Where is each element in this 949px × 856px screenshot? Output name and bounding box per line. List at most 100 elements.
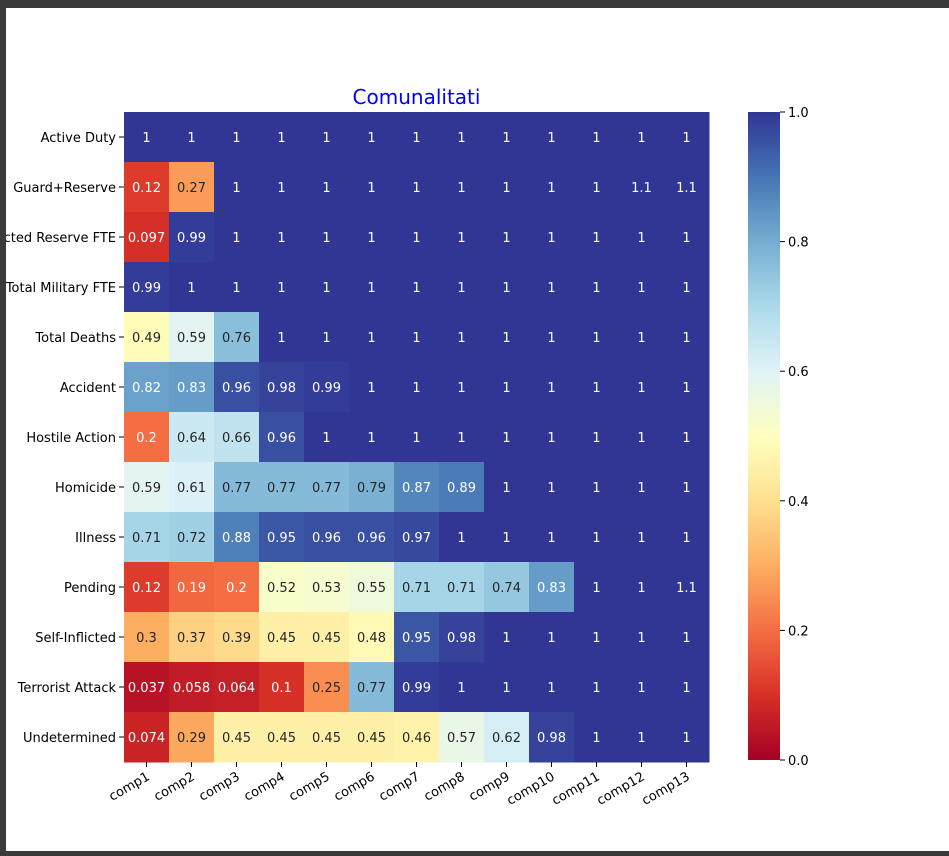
x-tick-label: comp8 — [422, 769, 468, 804]
cell-value-label: 1 — [637, 331, 645, 346]
heatmap-cell — [529, 712, 575, 763]
heatmap-cell — [439, 612, 485, 663]
heatmap-cell — [124, 362, 170, 413]
cell-value-label: 0.61 — [177, 481, 206, 496]
cell-value-label: 1 — [592, 281, 600, 296]
figure-canvas: Comunalitati 1 1 1 1 1 1 1 1 1 1 1 1 1 0.12 0.27 1 1 1 1 1 1… — [6, 8, 949, 851]
heatmap-cell — [169, 212, 215, 263]
cell-value-label: 1 — [547, 631, 555, 646]
heatmap-cell — [304, 512, 350, 563]
cell-value-label: 1 — [502, 131, 510, 146]
heatmap-cell — [574, 212, 620, 263]
heatmap-cell — [169, 112, 215, 163]
heatmap-cell — [304, 662, 350, 713]
cell-value-label: 1 — [367, 231, 375, 246]
cell-value-label: 1 — [592, 631, 600, 646]
cell-value-label: 1 — [412, 431, 420, 446]
x-tick-label: comp12 — [594, 769, 647, 808]
heatmap-cell — [664, 262, 710, 313]
cell-value-label: 0.62 — [492, 731, 521, 746]
heatmap-cell — [664, 162, 710, 213]
heatmap-cell — [124, 412, 170, 463]
heatmap-cell — [214, 212, 260, 263]
cell-value-label: 1 — [547, 131, 555, 146]
heatmap-cell — [304, 562, 350, 613]
heatmap-cell — [349, 412, 395, 463]
heatmap-cell — [439, 312, 485, 363]
heatmap-cell — [259, 712, 305, 763]
heatmap-cell — [169, 362, 215, 413]
colorbar-tick-label: 0.4 — [788, 495, 809, 510]
heatmap-cell — [439, 712, 485, 763]
heatmap-cell — [574, 712, 620, 763]
x-tick-label: comp4 — [242, 769, 288, 804]
cell-value-label: 1 — [592, 231, 600, 246]
y-tick-label: Total Deaths — [34, 331, 116, 346]
heatmap-cell — [619, 162, 665, 213]
cell-value-label: 0.25 — [312, 681, 341, 696]
heatmap-cell — [124, 712, 170, 763]
cell-value-label: 1 — [547, 481, 555, 496]
heatmap-cell — [574, 112, 620, 163]
x-tick-label: comp10 — [504, 769, 557, 808]
cell-value-label: 1 — [682, 731, 690, 746]
cell-value-label: 1 — [682, 281, 690, 296]
cell-value-label: 1 — [637, 481, 645, 496]
heatmap-chart: Comunalitati 1 1 1 1 1 1 1 1 1 1 1 1 10.12 0.27 1 1 1 1 1 1… — [6, 85, 809, 809]
heatmap-cell — [619, 362, 665, 413]
heatmap-cell — [349, 462, 395, 513]
cell-value-label: 1 — [682, 531, 690, 546]
heatmap-cell — [439, 412, 485, 463]
heatmap-cell — [394, 362, 440, 413]
heatmap-cell — [574, 412, 620, 463]
heatmap-cell — [394, 112, 440, 163]
cell-value-label: 0.96 — [222, 381, 251, 396]
heatmap-cell — [484, 462, 530, 513]
y-tick-label: Active Duty — [41, 131, 117, 146]
heatmap-cell — [259, 212, 305, 263]
cell-value-label: 1 — [502, 281, 510, 296]
cell-value-label: 1 — [367, 131, 375, 146]
heatmap-cell — [214, 412, 260, 463]
cell-value-label: 1 — [367, 181, 375, 196]
heatmap-cell — [664, 662, 710, 713]
heatmap-cell — [664, 412, 710, 463]
chart-title: Comunalitati — [353, 85, 481, 109]
cell-value-label: 1 — [367, 281, 375, 296]
cell-value-label: 0.77 — [312, 481, 341, 496]
cell-value-label: 1 — [457, 131, 465, 146]
cell-value-label: 0.87 — [402, 481, 431, 496]
cell-value-label: 1 — [277, 281, 285, 296]
cell-value-label: 1 — [592, 731, 600, 746]
heatmap-cell — [349, 112, 395, 163]
cell-value-label: 1 — [547, 281, 555, 296]
cell-value-label: 1 — [592, 131, 600, 146]
cell-value-label: 1 — [142, 131, 150, 146]
cell-value-label: 0.98 — [447, 631, 476, 646]
heatmap-cell — [574, 512, 620, 563]
cell-value-label: 0.2 — [226, 581, 247, 596]
cell-value-label: 1 — [232, 131, 240, 146]
x-tick-label: comp13 — [639, 769, 692, 808]
cell-value-label: 1 — [277, 181, 285, 196]
heatmap-cell — [574, 262, 620, 313]
heatmap-cell — [439, 362, 485, 413]
heatmap-cell — [349, 512, 395, 563]
cell-value-label: 1 — [412, 181, 420, 196]
cell-value-label: 1 — [637, 231, 645, 246]
cell-value-label: 0.074 — [128, 731, 165, 746]
cell-value-label: 1 — [502, 681, 510, 696]
heatmap-cell — [169, 312, 215, 363]
heatmap-cell — [124, 212, 170, 263]
heatmap-cell — [214, 162, 260, 213]
cell-value-label: 0.71 — [402, 581, 431, 596]
heatmap-cell — [349, 562, 395, 613]
heatmap-cell — [214, 562, 260, 613]
x-tick-label: comp1 — [107, 769, 153, 804]
cell-value-label: 1 — [322, 331, 330, 346]
heatmap-cell — [439, 462, 485, 513]
cell-value-label: 0.96 — [267, 431, 296, 446]
heatmap-cell — [169, 512, 215, 563]
cell-value-label: 1 — [592, 181, 600, 196]
cell-value-label: 1.1 — [676, 581, 697, 596]
